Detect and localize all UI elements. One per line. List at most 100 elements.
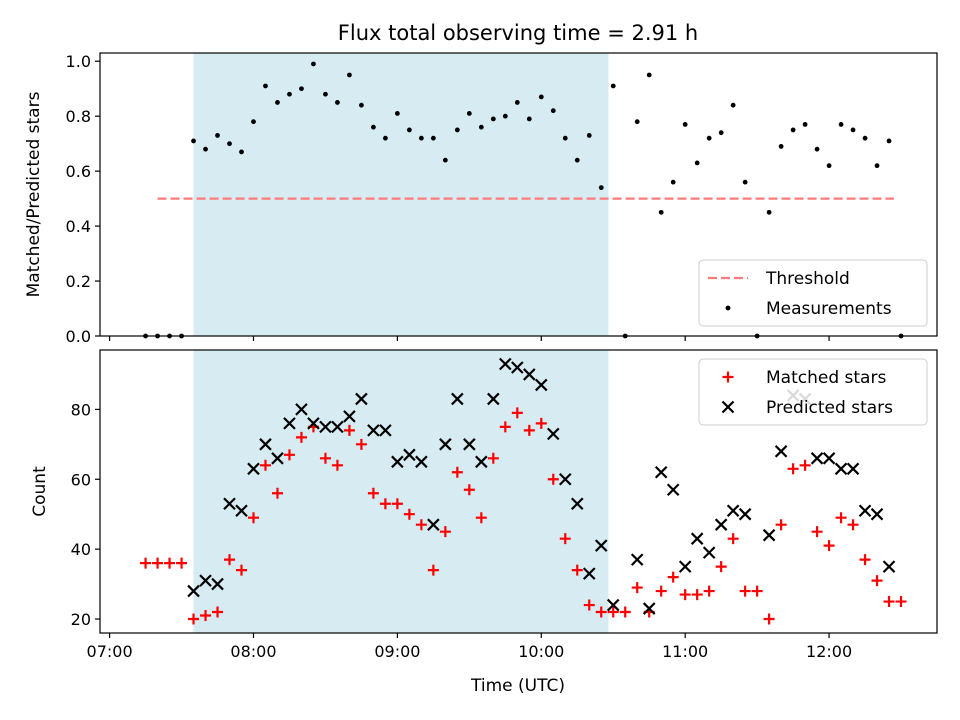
data-point (235, 564, 247, 576)
data-point (725, 305, 731, 311)
data-point (319, 452, 331, 464)
data-point (247, 512, 259, 524)
data-point (646, 72, 652, 78)
data-point (475, 512, 487, 524)
data-point (224, 554, 236, 566)
data-point (586, 133, 592, 138)
y-tick-label: 0.4 (66, 217, 91, 236)
x-tick-label: 09:00 (374, 642, 420, 661)
x-tick-label: 07:00 (87, 642, 133, 661)
legend: Matched stars Predicted stars (698, 358, 928, 426)
legend-label: Matched stars (766, 368, 886, 388)
data-point (295, 431, 307, 443)
data-point (152, 557, 164, 569)
data-point (466, 111, 472, 116)
data-point (574, 157, 580, 163)
data-point (191, 138, 196, 144)
data-point (379, 424, 392, 437)
data-point (562, 135, 568, 141)
data-point (610, 83, 616, 89)
data-point (631, 582, 643, 594)
data-point (487, 452, 499, 464)
data-point (263, 83, 268, 89)
data-point (427, 518, 440, 531)
x-axis-label: Time (UTC) (470, 676, 565, 696)
data-point (655, 585, 667, 597)
data-point (822, 452, 836, 465)
data-point (874, 163, 880, 169)
data-point (619, 606, 631, 618)
data-point (826, 163, 832, 169)
data-point (331, 459, 343, 471)
data-point (311, 61, 316, 67)
data-point (511, 361, 524, 374)
data-point (335, 100, 340, 105)
data-point (439, 526, 451, 538)
data-point (394, 111, 400, 116)
x-tick-label: 08:00 (230, 642, 276, 661)
data-point (535, 378, 548, 392)
data-point (835, 512, 847, 524)
data-point (571, 564, 583, 576)
data-point (859, 554, 871, 566)
data-point (871, 575, 883, 587)
data-point (271, 452, 284, 465)
data-point (359, 102, 364, 108)
chart-title: Flux total observing time = 2.91 h (338, 21, 698, 45)
data-point (454, 127, 460, 133)
data-point (742, 179, 748, 185)
data-point (834, 462, 848, 476)
data-point (678, 560, 692, 573)
data-point (427, 564, 439, 576)
data-point (751, 585, 763, 597)
data-point (787, 463, 799, 475)
y-tick-label: 80 (71, 400, 91, 419)
data-point (850, 127, 856, 133)
data-point (235, 504, 248, 517)
data-point (598, 185, 604, 191)
data-point (726, 504, 740, 517)
y-tick-label: 0.0 (66, 327, 91, 346)
y-tick-label: 1.0 (66, 52, 91, 71)
data-point (570, 497, 584, 511)
data-point (634, 119, 640, 125)
data-point (211, 577, 224, 591)
data-point (406, 127, 412, 133)
data-point (502, 113, 508, 119)
data-point (595, 606, 607, 618)
y-tick-label: 0.6 (66, 162, 91, 181)
legend-label: Predicted stars (766, 398, 893, 418)
data-point (630, 553, 644, 566)
data-point (682, 122, 688, 127)
data-point (367, 424, 380, 437)
data-point (883, 596, 895, 608)
data-point (439, 438, 452, 451)
data-point (371, 124, 376, 130)
data-point (382, 135, 388, 141)
legend-box (698, 358, 928, 426)
data-point (212, 606, 224, 618)
y-tick-label: 0.8 (66, 107, 91, 126)
data-point (546, 427, 560, 441)
data-point (299, 86, 304, 92)
data-point (526, 116, 532, 122)
data-point (722, 371, 734, 383)
data-point (287, 91, 292, 97)
x-tick-label: 11:00 (662, 642, 708, 661)
data-point (323, 91, 328, 97)
data-point (799, 459, 811, 471)
data-point (343, 424, 355, 436)
y-tick-label: 20 (71, 610, 91, 629)
x-tick-label: 10:00 (518, 642, 564, 661)
data-point (739, 585, 751, 597)
data-point (307, 417, 320, 430)
data-point (690, 532, 704, 545)
data-point (810, 452, 824, 465)
data-point (187, 584, 200, 598)
data-point (499, 421, 511, 433)
series-matched-stars (140, 407, 907, 625)
data-point (463, 438, 476, 451)
data-point (451, 392, 464, 406)
data-point (774, 445, 788, 458)
